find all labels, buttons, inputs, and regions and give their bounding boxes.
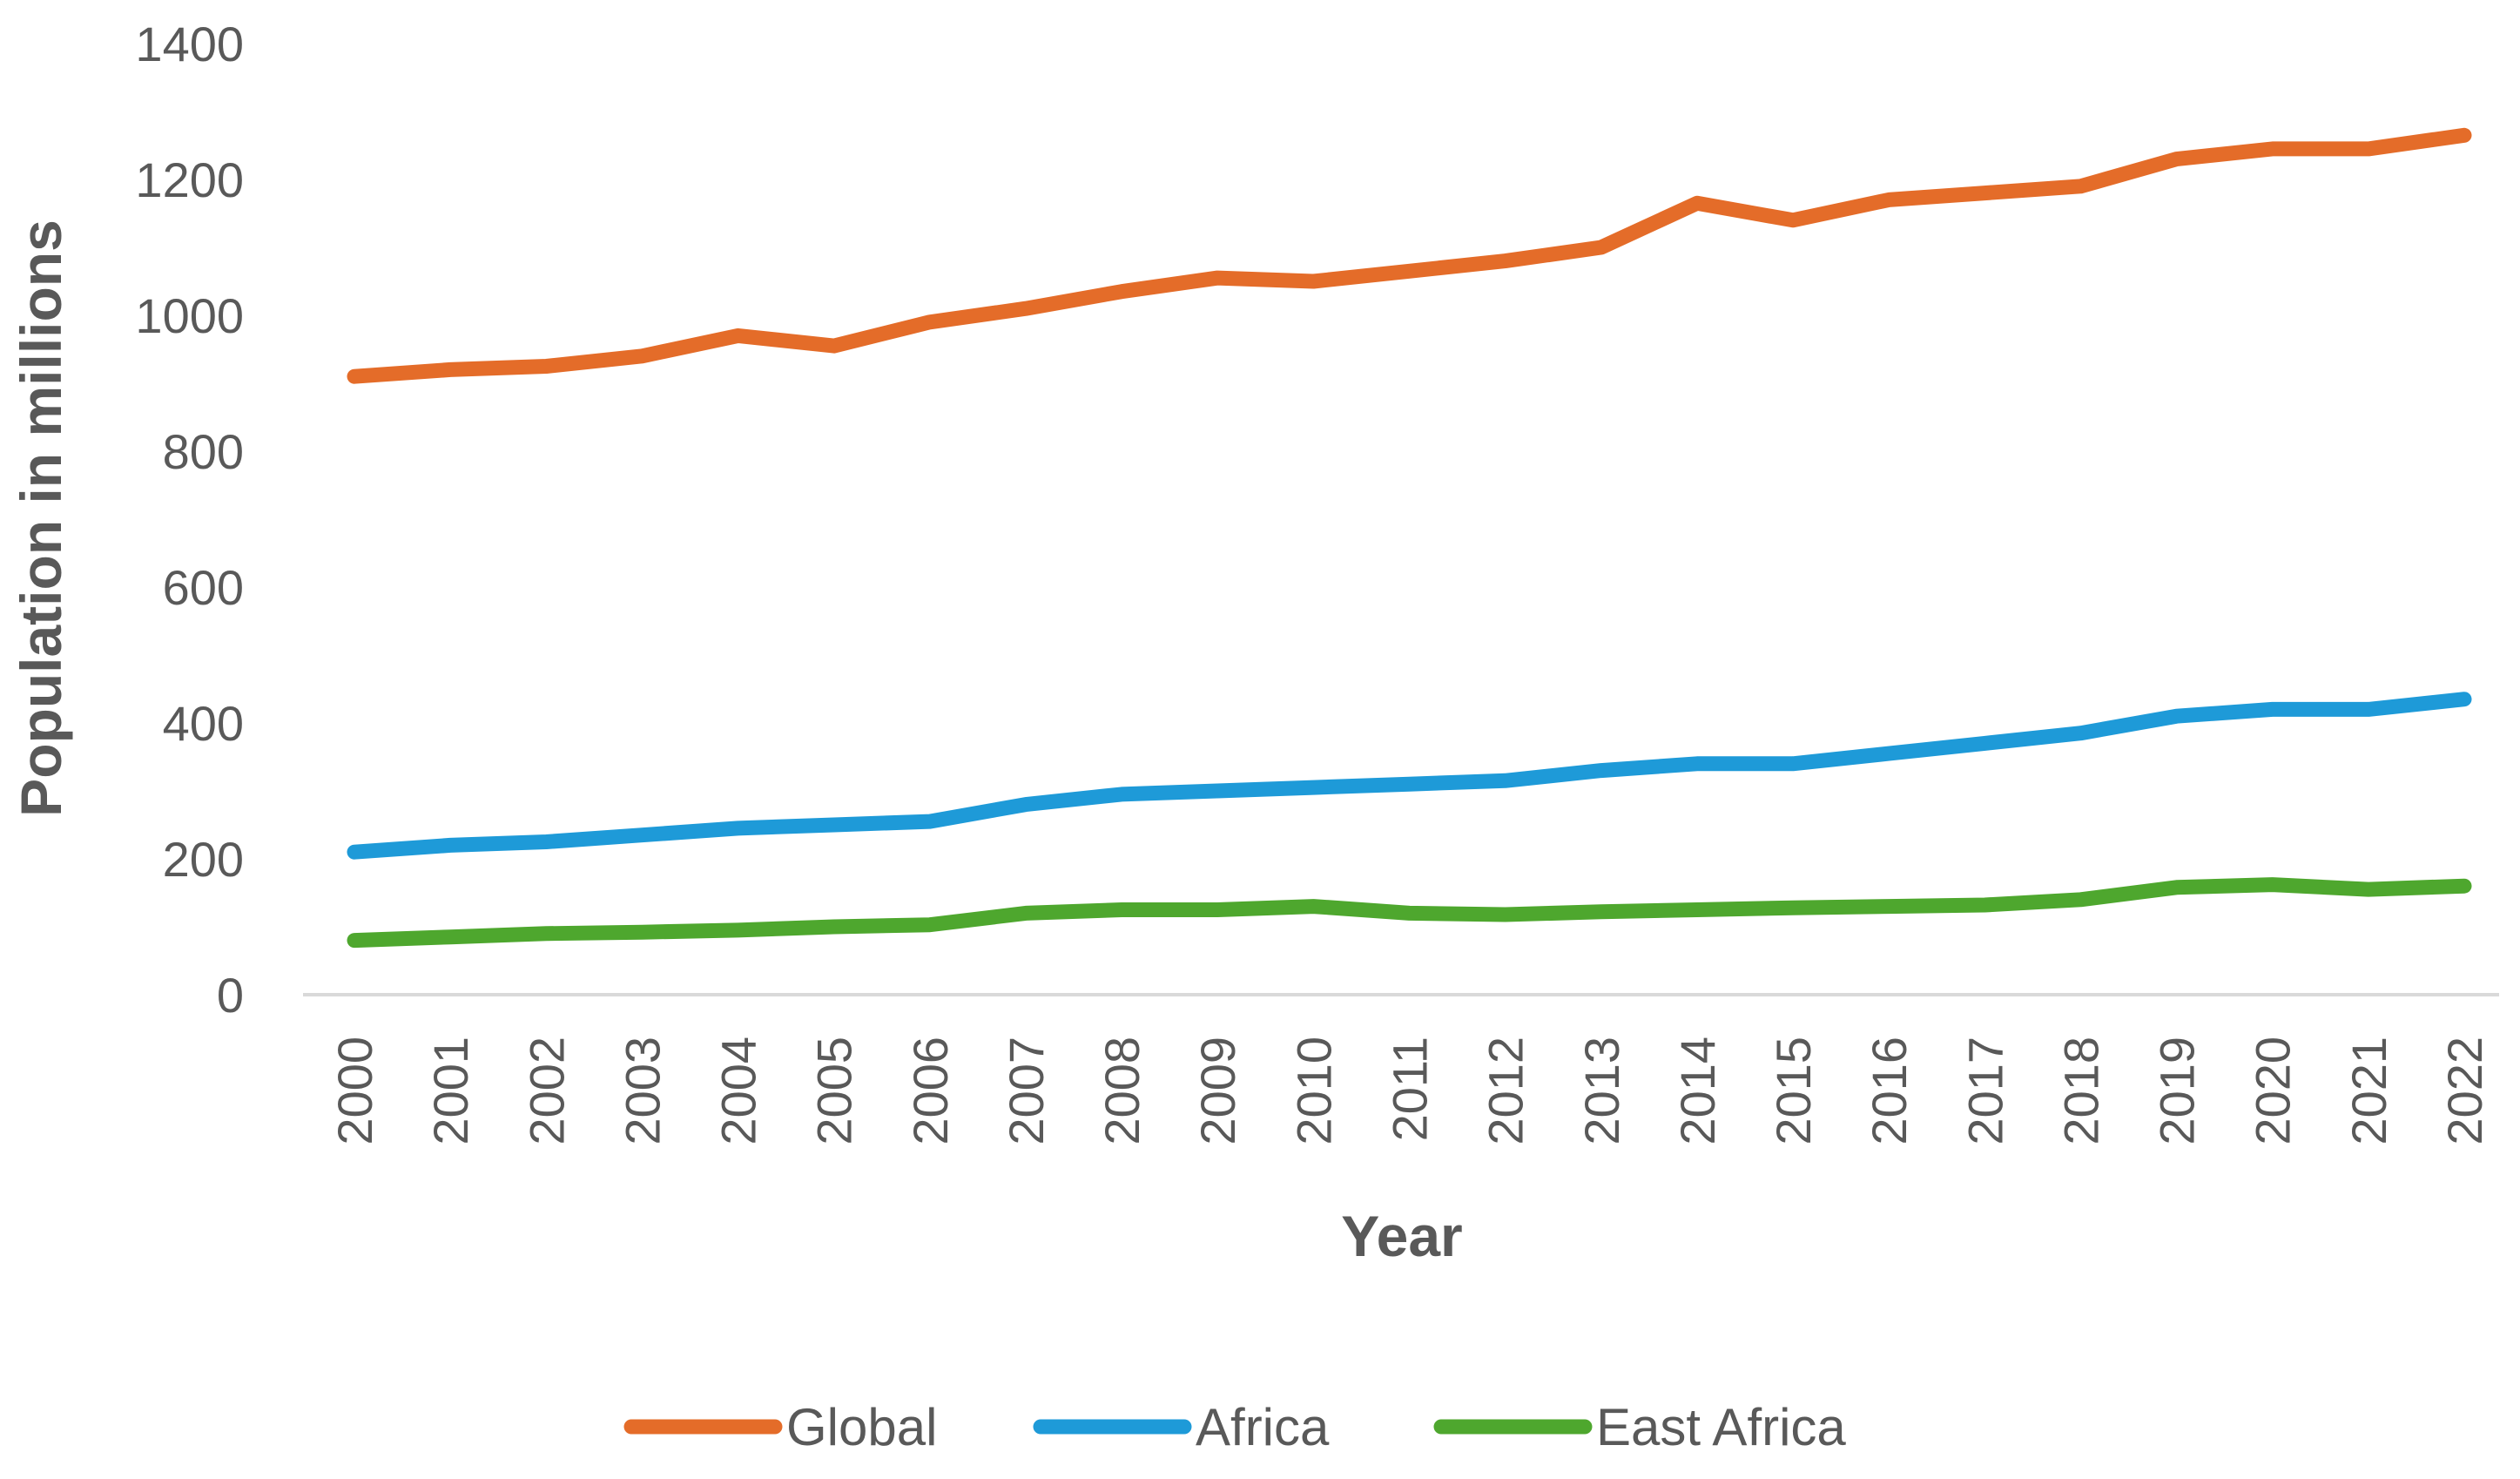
x-tick-label: 2022: [2437, 1037, 2492, 1145]
legend-label-africa: Africa: [1196, 1398, 1330, 1456]
x-tick-label: 2017: [1957, 1037, 2012, 1145]
x-tick-label: 2000: [327, 1037, 382, 1145]
y-tick-label: 1400: [135, 17, 244, 71]
x-tick-label: 2020: [2246, 1037, 2301, 1145]
y-tick-label: 600: [163, 560, 244, 615]
legend-label-global: Global: [786, 1398, 937, 1456]
series-line-global: [347, 127, 2472, 384]
x-tick-label: 2013: [1574, 1037, 1629, 1145]
x-tick-label: 2012: [1479, 1037, 1533, 1145]
legend: Global Africa East Africa: [623, 1398, 1846, 1456]
x-tick-label: 2011: [1383, 1037, 1438, 1141]
x-tick-label: 2014: [1670, 1037, 1725, 1145]
x-axis-ticks: 2000 2001 2002 2003 2004 2005 2006 2007 2008 2009…: [327, 1037, 2492, 1145]
y-tick-label: 1000: [135, 288, 244, 343]
y-tick-label: 800: [163, 424, 244, 479]
x-tick-label: 2018: [2053, 1037, 2108, 1145]
x-tick-label: 2009: [1190, 1037, 1245, 1145]
y-axis-title: Population in millions: [9, 219, 73, 817]
y-tick-label: 1200: [135, 152, 244, 207]
legend-label-east-africa: East Africa: [1596, 1398, 1846, 1456]
y-tick-label: 400: [163, 696, 244, 751]
series-line-east-africa: [347, 877, 2472, 949]
y-tick-label: 0: [217, 968, 244, 1023]
x-tick-label: 2021: [2341, 1037, 2396, 1145]
series-line-africa: [347, 692, 2472, 860]
y-axis-ticks: 0 200 400 600 800 1000 1200 1400: [135, 17, 244, 1023]
x-tick-label: 2016: [1862, 1037, 1917, 1145]
x-tick-label: 2004: [711, 1037, 766, 1145]
x-tick-label: 2002: [519, 1037, 574, 1145]
x-tick-label: 2006: [903, 1037, 958, 1145]
x-tick-label: 2007: [999, 1037, 1054, 1145]
x-tick-label: 2005: [807, 1037, 862, 1145]
x-tick-label: 2008: [1095, 1037, 1149, 1145]
series-lines: [347, 127, 2472, 949]
x-tick-label: 2001: [423, 1037, 478, 1145]
x-tick-label: 2003: [615, 1037, 670, 1145]
y-tick-label: 200: [163, 832, 244, 887]
x-tick-label: 2010: [1286, 1037, 1341, 1145]
x-tick-label: 2015: [1766, 1037, 1821, 1145]
x-tick-label: 2019: [2150, 1037, 2205, 1145]
x-axis-title: Year: [1341, 1204, 1462, 1268]
